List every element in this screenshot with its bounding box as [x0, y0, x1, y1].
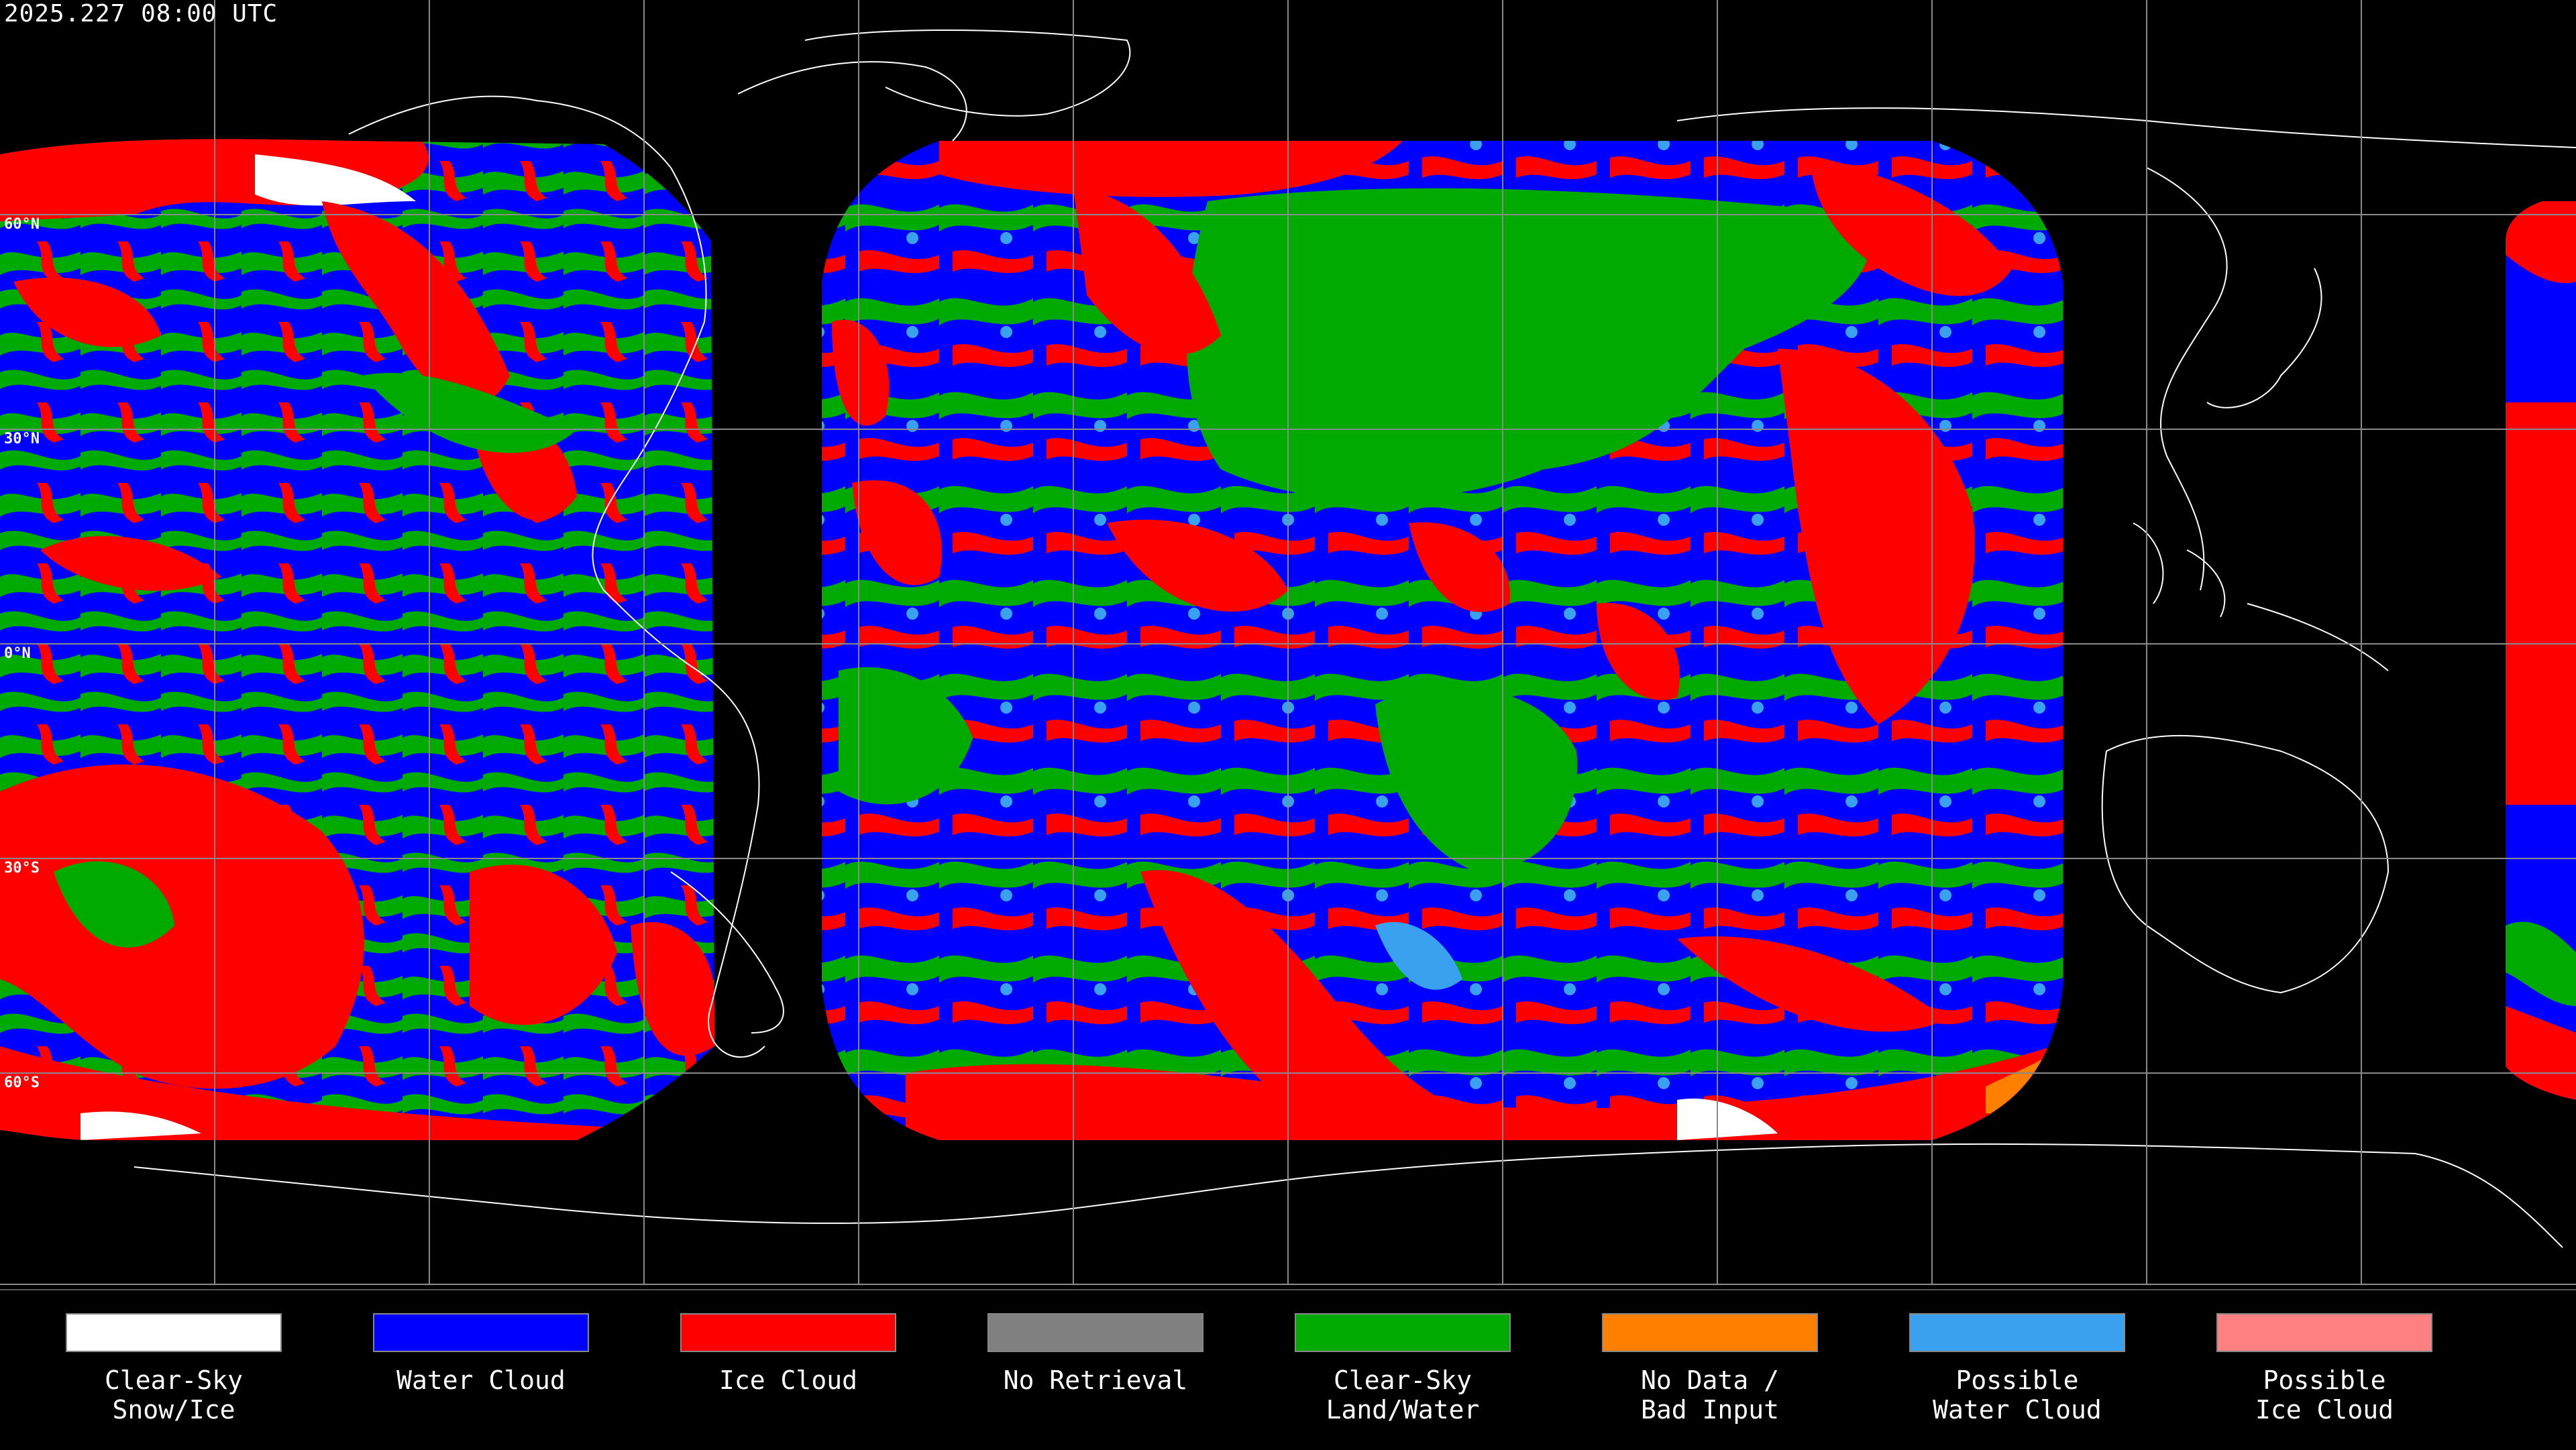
gray-swatch-icon	[987, 1313, 1203, 1352]
lat-label-0n: 0°N	[4, 645, 31, 662]
legend-item-possible-ice-cloud: Possible Ice Cloud	[2214, 1313, 2435, 1425]
white-swatch-icon	[66, 1313, 282, 1352]
cloud-phase-map: 2025.227 08:00 UTC 60°N 30°N 0°N 30°S 60…	[0, 0, 2576, 1285]
blue-swatch-icon	[373, 1313, 589, 1352]
lat-label-30n: 30°N	[4, 431, 40, 447]
lat-label-60s: 60°S	[4, 1074, 40, 1091]
legend-item-clear-sky-snow-ice: Clear-Sky Snow/Ice	[63, 1313, 284, 1425]
legend-item-ice-cloud: Ice Cloud	[678, 1313, 899, 1395]
legend-label: Ice Cloud	[719, 1365, 857, 1395]
legend-label: Possible Water Cloud	[1933, 1365, 2102, 1425]
orange-swatch-icon	[1602, 1313, 1818, 1352]
legend-item-possible-water-cloud: Possible Water Cloud	[1907, 1313, 2128, 1425]
red-swatch-icon	[680, 1313, 896, 1352]
left-satellite-disk	[0, 139, 714, 1140]
legend-label: Clear-Sky Snow/Ice	[105, 1365, 243, 1425]
legend-item-no-data-bad-input: No Data / Bad Input	[1599, 1313, 1821, 1425]
lat-label-30s: 30°S	[4, 860, 40, 877]
right-satellite-edge	[2506, 201, 2576, 1100]
lat-label-60n: 60°N	[4, 216, 40, 233]
graticule	[0, 0, 2576, 1285]
legend-label: Possible Ice Cloud	[2255, 1365, 2394, 1425]
legend-label: Clear-Sky Land/Water	[1326, 1365, 1480, 1425]
legend: Clear-Sky Snow/Ice Water Cloud Ice Cloud…	[0, 1289, 2576, 1450]
legend-label: No Data / Bad Input	[1641, 1365, 1779, 1425]
pink-swatch-icon	[2216, 1313, 2432, 1352]
legend-item-no-retrieval: No Retrieval	[985, 1313, 1206, 1395]
legend-label: No Retrieval	[1003, 1365, 1188, 1395]
legend-item-water-cloud: Water Cloud	[370, 1313, 592, 1395]
legend-label: Water Cloud	[396, 1365, 566, 1395]
middle-satellite-disk	[822, 141, 2063, 1140]
legend-item-clear-sky-land-water: Clear-Sky Land/Water	[1292, 1313, 1513, 1425]
light-blue-swatch-icon	[1909, 1313, 2125, 1352]
green-swatch-icon	[1295, 1313, 1511, 1352]
timestamp-label: 2025.227 08:00 UTC	[4, 0, 278, 27]
